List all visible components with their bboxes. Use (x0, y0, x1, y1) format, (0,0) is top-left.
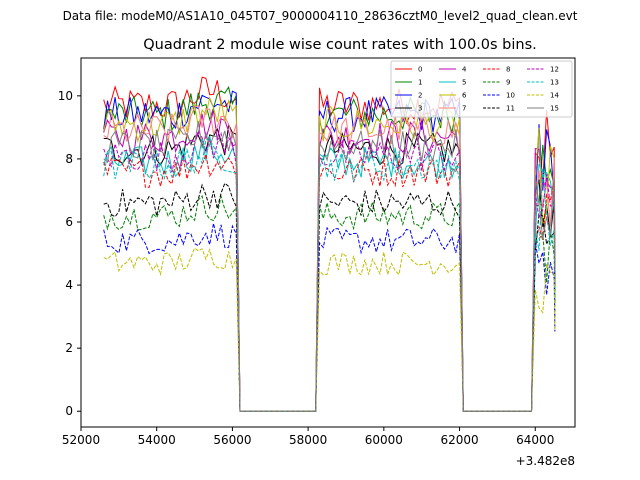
y-axis: 0 2 4 6 8 10 (58, 89, 81, 418)
legend-label-9: 9 (506, 79, 510, 87)
series-line-15 (103, 121, 556, 412)
x-axis: 52000 54000 56000 58000 60000 62000 64000 (62, 427, 554, 447)
series-line-12 (103, 129, 556, 412)
legend-label-14: 14 (550, 92, 559, 100)
legend-label-7: 7 (462, 105, 466, 113)
series-line-1 (103, 85, 556, 412)
legend-label-2: 2 (418, 92, 422, 100)
legend-label-6: 6 (462, 92, 467, 100)
series-line-4 (103, 110, 556, 412)
series-line-11 (103, 182, 556, 412)
series-lines (103, 76, 556, 412)
series-line-7 (103, 104, 556, 412)
series-line-10 (103, 223, 556, 412)
legend-label-4: 4 (462, 66, 467, 74)
legend-label-1: 1 (418, 79, 422, 87)
x-tick-label: 60000 (365, 433, 403, 447)
legend-label-12: 12 (550, 66, 559, 74)
series-line-14 (103, 247, 556, 412)
chart-title: Quadrant 2 module wise count rates with … (143, 37, 537, 53)
legend-label-13: 13 (550, 79, 559, 87)
x-tick-label: 62000 (440, 433, 478, 447)
series-line-3 (103, 122, 556, 412)
legend-box (390, 60, 573, 118)
x-offset-label: +3.482e8 (516, 454, 575, 468)
legend-label-5: 5 (462, 79, 466, 87)
y-tick-label: 0 (65, 404, 73, 418)
legend-label-11: 11 (506, 105, 515, 113)
series-line-13 (103, 139, 556, 412)
chart-suptitle: Data file: modeM0/AS1A10_045T07_90000041… (63, 9, 578, 23)
legend-label-15: 15 (550, 105, 559, 113)
legend-label-0: 0 (418, 66, 422, 74)
x-tick-label: 64000 (516, 433, 554, 447)
y-tick-label: 10 (58, 89, 73, 103)
y-tick-label: 8 (65, 152, 73, 166)
legend-label-3: 3 (418, 105, 422, 113)
y-tick-label: 4 (65, 278, 73, 292)
y-tick-label: 2 (65, 341, 73, 355)
legend-label-10: 10 (506, 92, 515, 100)
series-line-9 (103, 194, 556, 412)
series-line-6 (103, 95, 556, 412)
x-tick-label: 58000 (289, 433, 327, 447)
legend-label-8: 8 (506, 66, 510, 74)
plot-frame (80, 57, 576, 428)
y-tick-label: 6 (65, 215, 73, 229)
series-line-8 (103, 152, 556, 412)
x-tick-label: 54000 (138, 433, 176, 447)
series-line-5 (103, 136, 556, 412)
x-tick-label: 52000 (62, 433, 100, 447)
x-tick-label: 56000 (213, 433, 251, 447)
